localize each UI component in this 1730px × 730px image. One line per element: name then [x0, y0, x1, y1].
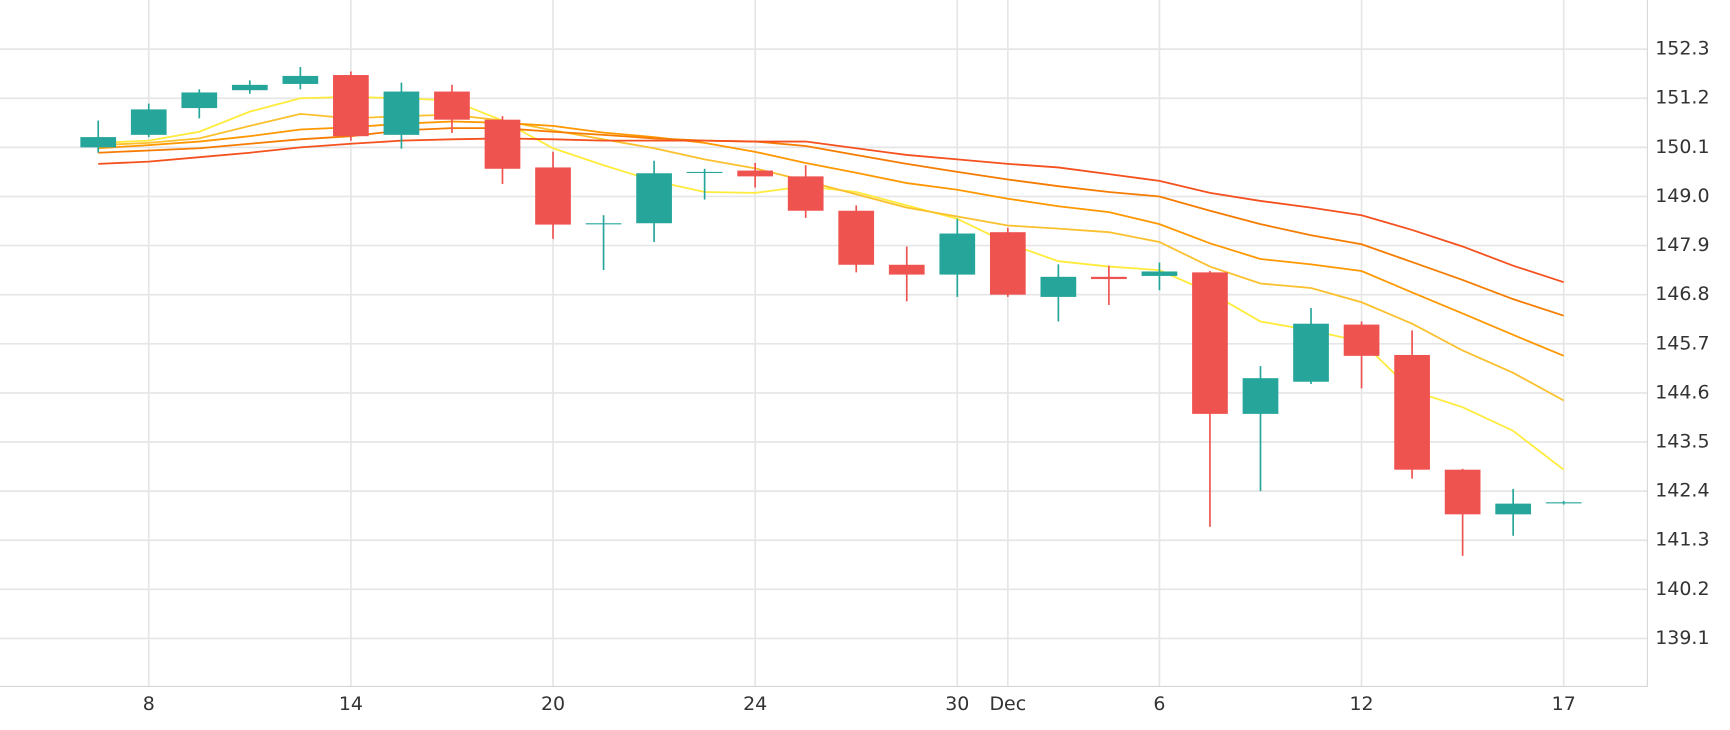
y-tick-label: 151.2: [1655, 87, 1709, 109]
candle-body: [1192, 272, 1228, 414]
y-tick-label: 142.4: [1655, 480, 1709, 502]
candle-body: [636, 173, 672, 224]
moving-average-line: [98, 112, 1565, 402]
candles: [80, 66, 1582, 556]
candle-body: [787, 176, 824, 211]
y-tick-label: 139.1: [1655, 627, 1709, 649]
y-tick-label: 152.3: [1655, 38, 1709, 60]
x-tick-label: Dec: [989, 693, 1026, 715]
x-tick-label: 17: [1552, 693, 1576, 715]
y-tick-label: 143.5: [1655, 431, 1709, 453]
moving-average-line: [98, 127, 1564, 317]
candle-body: [333, 75, 369, 137]
candle-body: [282, 75, 319, 84]
candle-body: [686, 171, 723, 174]
candle-body: [838, 210, 875, 265]
candle-body: [939, 233, 976, 275]
x-tick-label: 24: [743, 693, 767, 715]
candle-body: [989, 232, 1026, 295]
x-tick-label: 6: [1153, 693, 1165, 715]
y-tick-label: 147.9: [1655, 234, 1709, 256]
candle-body: [1293, 323, 1329, 382]
candle-body: [737, 170, 774, 177]
x-tick-label: 8: [143, 693, 155, 715]
moving-average-line: [98, 120, 1565, 357]
candle-body: [434, 91, 470, 120]
candle-body: [888, 264, 925, 275]
candle-body: [1343, 324, 1380, 356]
candle-body: [130, 109, 167, 135]
axes: 152.3 151.2 150.1 149.0 147.9 146.8 145.7 144.6…: [0, 0, 1710, 715]
candle-body: [1242, 378, 1279, 414]
candle-body: [1444, 469, 1481, 515]
y-tick-label: 149.0: [1655, 185, 1709, 207]
y-tick-label: 145.7: [1655, 332, 1709, 354]
moving-average-line: [98, 137, 1564, 284]
x-tick-label: 12: [1349, 693, 1373, 715]
y-tick-label: 140.2: [1655, 578, 1709, 600]
candle-body: [1040, 276, 1077, 297]
candle-body: [181, 92, 218, 109]
y-tick-label: 141.3: [1655, 529, 1709, 551]
moving-averages: [98, 96, 1565, 471]
candle-body: [1091, 276, 1127, 280]
candle-body: [80, 137, 117, 148]
y-tick-label: 146.8: [1655, 283, 1709, 305]
candle-body: [585, 223, 622, 225]
candle-body: [1394, 354, 1430, 470]
candle-body: [383, 91, 420, 135]
x-tick-label: 30: [945, 693, 969, 715]
x-tick-label: 14: [339, 693, 363, 715]
grid: [0, 0, 1648, 687]
candle-body: [1141, 271, 1178, 276]
candle-body: [535, 167, 571, 225]
candle-body: [231, 84, 268, 91]
y-tick-label: 150.1: [1655, 136, 1709, 158]
y-tick-label: 144.6: [1655, 381, 1709, 403]
candle-body: [1545, 502, 1582, 504]
candle-body: [484, 119, 521, 169]
moving-average-line: [98, 96, 1565, 471]
candle-body: [1495, 503, 1532, 515]
x-tick-label: 20: [541, 693, 565, 715]
